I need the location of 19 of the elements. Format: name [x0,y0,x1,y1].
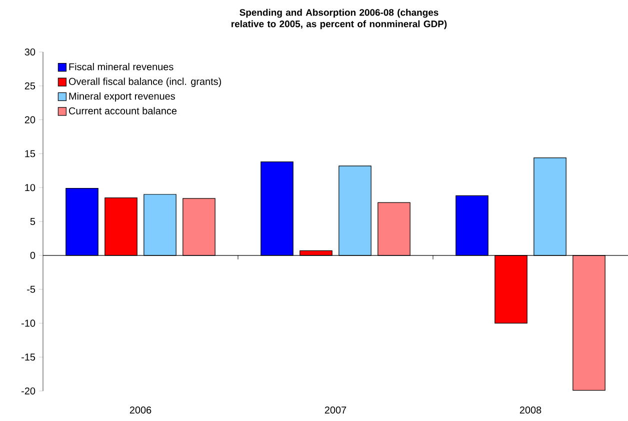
y-tick-label: -15 [22,354,36,361]
y-tick-label: 10 [25,184,36,192]
legend-label: Overall fiscal balance (incl. grants) [68,78,222,87]
y-tick-label: 25 [24,82,36,90]
x-tick-label: 2008 [520,406,542,414]
y-tick-label: 5 [30,218,36,225]
y-tick-label: 0 [30,252,36,259]
x-tick-label: 2006 [130,406,152,414]
y-tick-label: 15 [25,150,36,158]
y-tick-label: -10 [22,320,36,327]
legend-label: Fiscal mineral revenues [69,62,174,70]
legend-label: Mineral export revenues [69,92,175,102]
y-tick-label: -20 [22,387,36,395]
chart-title: Spending and Absorption 2006-08 (changes relative to 2005, as percent of nonmineral GDP) [232,8,447,30]
legend-label: Current account balance [68,107,177,114]
y-tick-label: 20 [24,116,36,124]
y-tick-label: -5 [27,286,36,293]
y-tick-label: 30 [24,48,36,56]
x-tick-label: 2007 [324,406,346,414]
